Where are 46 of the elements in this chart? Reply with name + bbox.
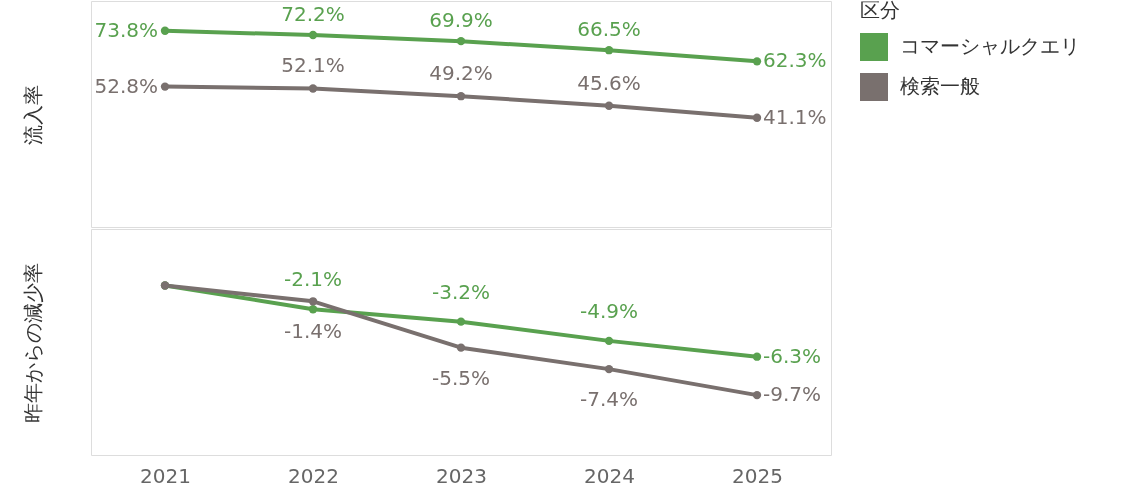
- legend-label: コマーシャルクエリ: [900, 34, 1080, 58]
- data-label: 41.1%: [763, 104, 827, 129]
- point: [752, 390, 762, 400]
- data-label: 49.2%: [429, 61, 493, 86]
- x-tick-label: 2024: [584, 463, 635, 488]
- point: [604, 336, 614, 346]
- point: [752, 57, 762, 66]
- point: [604, 364, 614, 374]
- x-tick-label: 2023: [436, 463, 487, 488]
- data-label: 45.6%: [577, 70, 641, 95]
- point: [160, 82, 170, 91]
- data-label: 66.5%: [577, 17, 641, 42]
- data-label: -1.4%: [283, 319, 343, 344]
- y-axis-title: 昨年からの減少率: [20, 262, 45, 423]
- data-label: -6.3%: [763, 343, 822, 368]
- x-tick-label: 2021: [140, 463, 191, 488]
- data-label: 69.9%: [429, 8, 493, 33]
- point: [752, 352, 762, 361]
- legend-title: 区分: [860, 0, 900, 22]
- data-label: 62.3%: [763, 48, 827, 73]
- data-label: 52.8%: [94, 73, 158, 98]
- data-label: -5.5%: [431, 365, 491, 390]
- data-label: -3.2%: [431, 279, 491, 304]
- point: [456, 36, 466, 46]
- data-label: -7.4%: [579, 387, 639, 412]
- data-label: -9.7%: [763, 382, 822, 407]
- point: [308, 30, 318, 40]
- data-label: -4.9%: [579, 298, 639, 323]
- point: [308, 84, 318, 93]
- point: [308, 305, 318, 314]
- legend-label: 検索一般: [900, 74, 980, 98]
- data-label: 52.1%: [281, 53, 345, 78]
- point: [308, 297, 318, 306]
- x-tick-label: 2025: [732, 463, 783, 488]
- point: [456, 317, 466, 326]
- x-tick-label: 2022: [288, 463, 339, 488]
- data-label: 72.2%: [281, 2, 345, 27]
- point: [604, 101, 614, 110]
- data-label: 73.8%: [94, 17, 158, 42]
- point: [456, 343, 466, 352]
- y-axis-title: 流入率: [20, 84, 45, 145]
- data-label: -2.1%: [283, 267, 343, 292]
- point: [456, 92, 466, 101]
- point: [752, 113, 762, 122]
- point: [604, 46, 614, 55]
- point: [160, 26, 170, 35]
